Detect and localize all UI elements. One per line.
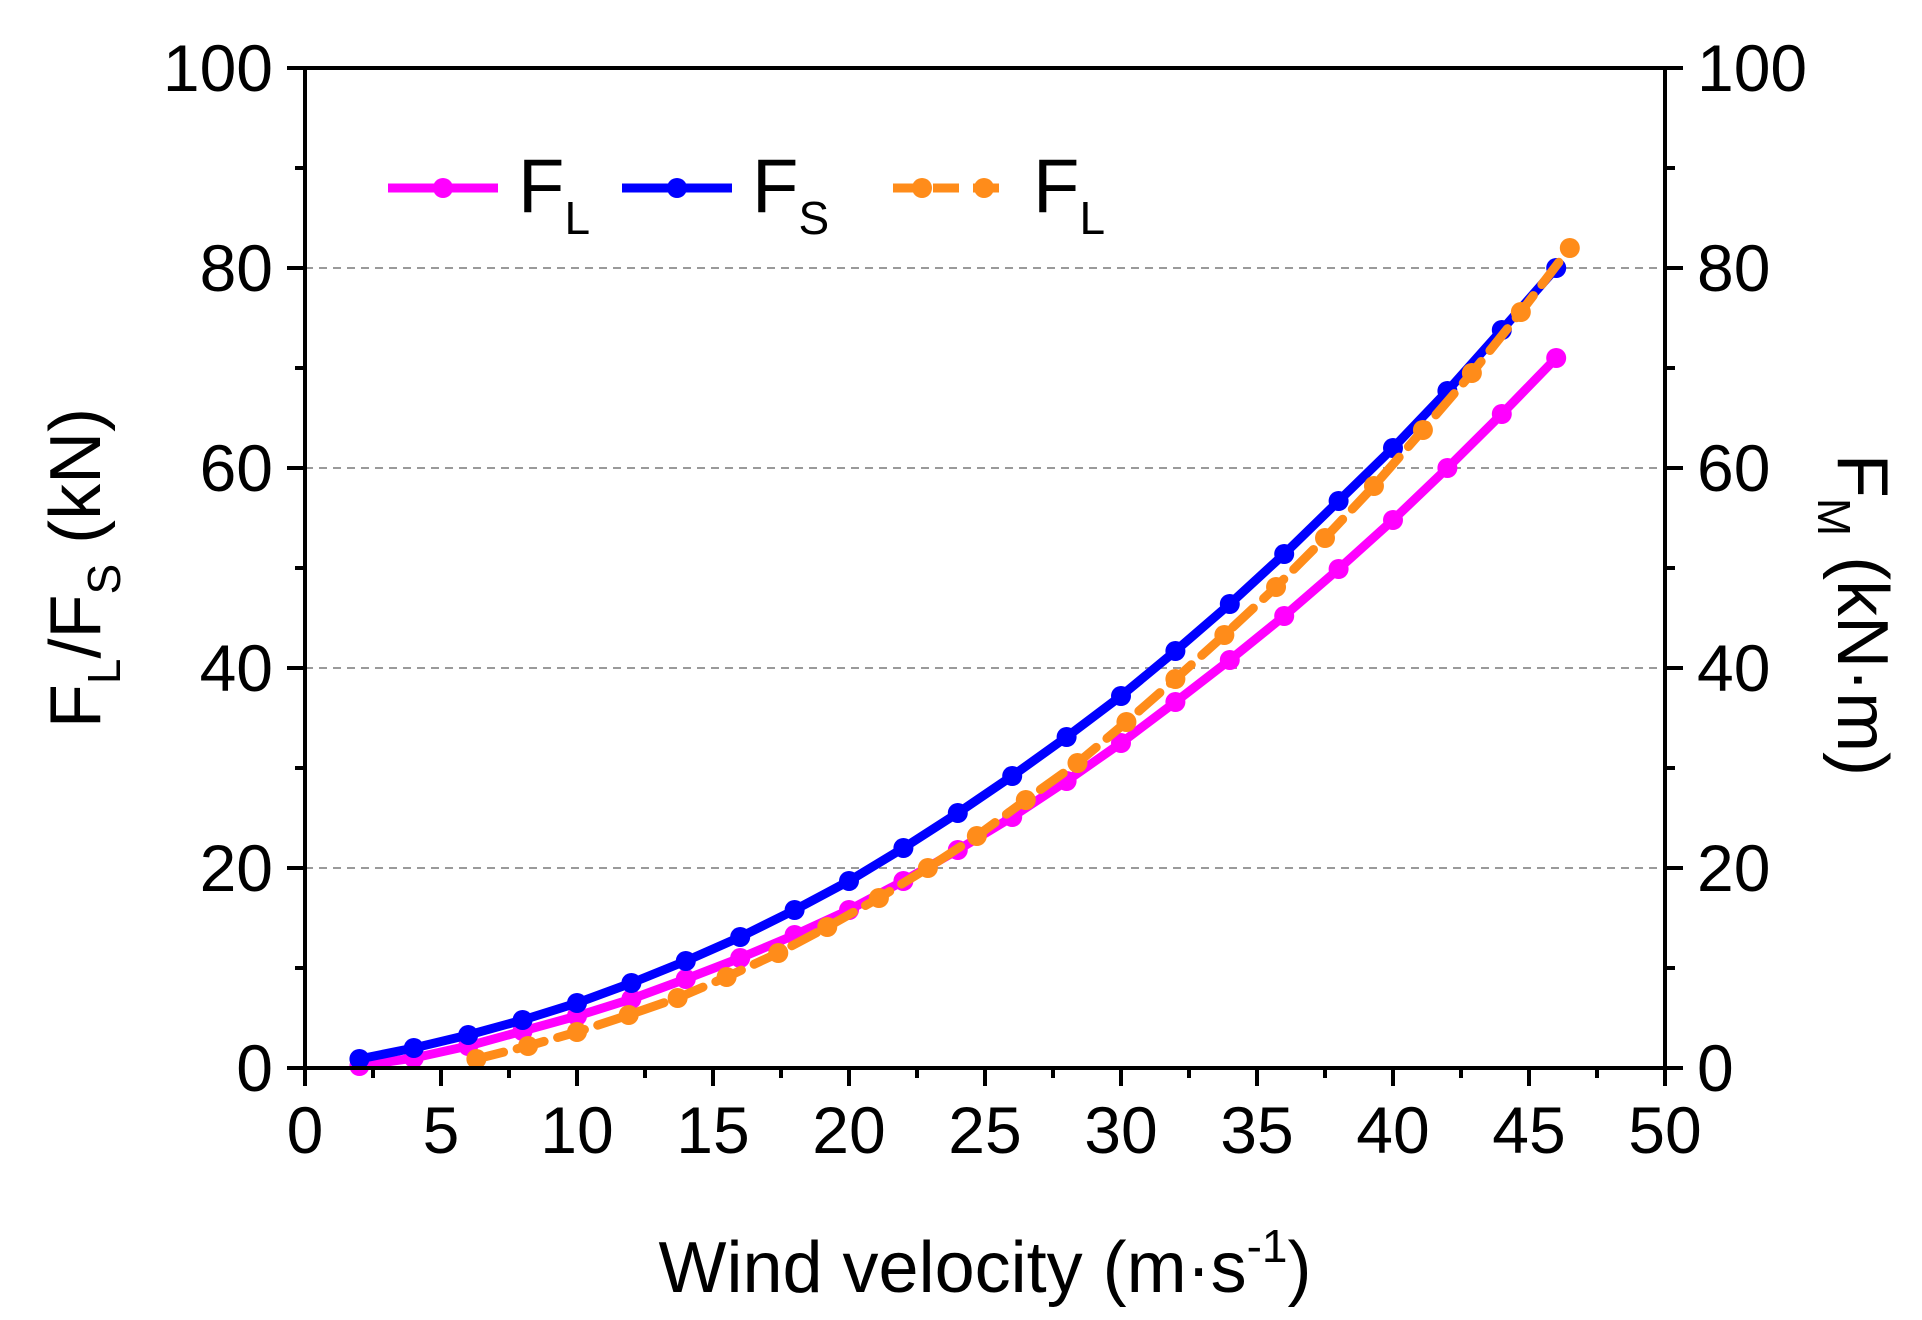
y-right-tick-label: 20: [1697, 831, 1770, 905]
y-left-tick-label: 0: [236, 1031, 273, 1105]
y-right-tick-labels: 0 20 40 60 80 100: [1697, 31, 1807, 1105]
series-0-point: [1383, 510, 1403, 530]
series-2-point: [917, 858, 938, 878]
series-1-point: [1165, 641, 1186, 661]
series-2-point: [1363, 476, 1384, 496]
series-1-point: [621, 973, 642, 993]
series-line-1: [354, 263, 1561, 1064]
series-2-point: [1412, 420, 1433, 440]
series-2-point: [1015, 790, 1036, 810]
series-1-point: [1274, 544, 1295, 564]
y-right-tick-label: 0: [1697, 1031, 1734, 1105]
legend-label-fl: FL: [518, 144, 590, 244]
y-right-tick-label: 80: [1697, 231, 1770, 305]
series-2-point: [1510, 302, 1531, 322]
series-2-point: [768, 943, 789, 963]
y-left-tick-label: 80: [200, 231, 273, 305]
legend-label-fm: FL: [1033, 144, 1105, 244]
series-1-point: [567, 993, 587, 1013]
series-line-2: [471, 243, 1575, 1064]
series-2-point: [518, 1036, 539, 1056]
series-0-point: [1437, 458, 1458, 478]
series-0-point: [1111, 733, 1131, 753]
series-2-point: [667, 988, 688, 1008]
legend-marker-fm-1: [912, 178, 932, 198]
series-2-point: [1067, 753, 1088, 773]
series-1-point: [730, 927, 751, 947]
grid-lines: [305, 267, 1665, 869]
series-1-point: [1111, 686, 1131, 706]
x-tick-label: 10: [540, 1093, 613, 1167]
series-0-point: [1546, 348, 1567, 368]
x-tick-label: 30: [1084, 1093, 1157, 1167]
series-1-point: [1328, 491, 1349, 511]
series-1-point: [1056, 727, 1077, 747]
series-0-point: [1328, 559, 1349, 579]
series-0-point: [730, 948, 751, 968]
series-1-point: [947, 803, 968, 823]
series-2-point: [817, 917, 838, 937]
series-0-point: [675, 969, 696, 989]
y-right-axis-label: FM (kN·m): [1808, 454, 1902, 776]
y-left-tick-label: 60: [200, 431, 273, 505]
x-tick-labels: 0 5 10 15 20 25 30 35 40 45 50: [287, 1093, 1702, 1167]
x-tick-label: 50: [1628, 1093, 1701, 1167]
y-left-tick-labels: 0 20 40 60 80 100: [163, 31, 273, 1105]
series-0-point: [1219, 650, 1240, 670]
y-left-axis-label: FL/FS (kN): [36, 408, 130, 728]
series-1-point: [839, 871, 859, 891]
series-1-point: [675, 951, 696, 971]
series-0-point: [1165, 692, 1186, 712]
series-2-point: [1214, 625, 1235, 645]
y-right-tick-label: 100: [1697, 31, 1807, 105]
series-1-point: [512, 1010, 533, 1030]
x-tick-label: 0: [287, 1093, 324, 1167]
legend-marker-fs: [667, 178, 687, 198]
series-0-point: [621, 989, 642, 1009]
series-2-point: [1559, 238, 1580, 258]
y-left-tick-label: 100: [163, 31, 273, 105]
x-axis-label: Wind velocity (m·s-1): [659, 1220, 1312, 1308]
series-2-point: [716, 967, 737, 987]
y-left-tick-label: 20: [200, 831, 273, 905]
series-2-point: [466, 1049, 487, 1069]
series-1-point: [349, 1049, 370, 1069]
x-tick-label: 25: [948, 1093, 1021, 1167]
series-1-point: [784, 900, 805, 920]
series-2-point: [567, 1022, 587, 1042]
plot-frame: [303, 66, 1667, 1070]
x-tick-label: 35: [1220, 1093, 1293, 1167]
y-right-tick-label: 60: [1697, 431, 1770, 505]
x-tick-label: 20: [812, 1093, 885, 1167]
series-1-point: [893, 838, 914, 858]
series-2-point: [618, 1005, 639, 1025]
legend-marker-fl: [433, 178, 453, 198]
axis-ticks: [287, 66, 1683, 1086]
x-tick-label: 40: [1356, 1093, 1429, 1167]
series-0-point: [1491, 404, 1512, 424]
legend-label-fs: FS: [752, 144, 829, 244]
plot-series: [349, 238, 1580, 1076]
series-0-point: [1274, 606, 1295, 626]
x-tick-label: 5: [423, 1093, 460, 1167]
legend-marker-fm-2: [974, 178, 994, 198]
series-2-point: [1315, 528, 1335, 548]
series-2-point: [1116, 712, 1137, 732]
series-1-point: [403, 1038, 424, 1058]
series-2-point: [1165, 669, 1186, 689]
series-1-point: [1002, 766, 1023, 786]
series-2-point: [966, 826, 987, 846]
x-tick-label: 45: [1492, 1093, 1565, 1167]
x-tick-label: 15: [676, 1093, 749, 1167]
series-1-point: [1219, 594, 1240, 614]
y-right-tick-label: 40: [1697, 631, 1770, 705]
series-2-point: [1266, 577, 1287, 597]
y-left-tick-label: 40: [200, 631, 273, 705]
series-2-point: [1461, 363, 1482, 383]
legend: FL FS FL: [388, 144, 1105, 244]
series-1-point: [458, 1025, 479, 1045]
series-2-point: [868, 888, 889, 908]
